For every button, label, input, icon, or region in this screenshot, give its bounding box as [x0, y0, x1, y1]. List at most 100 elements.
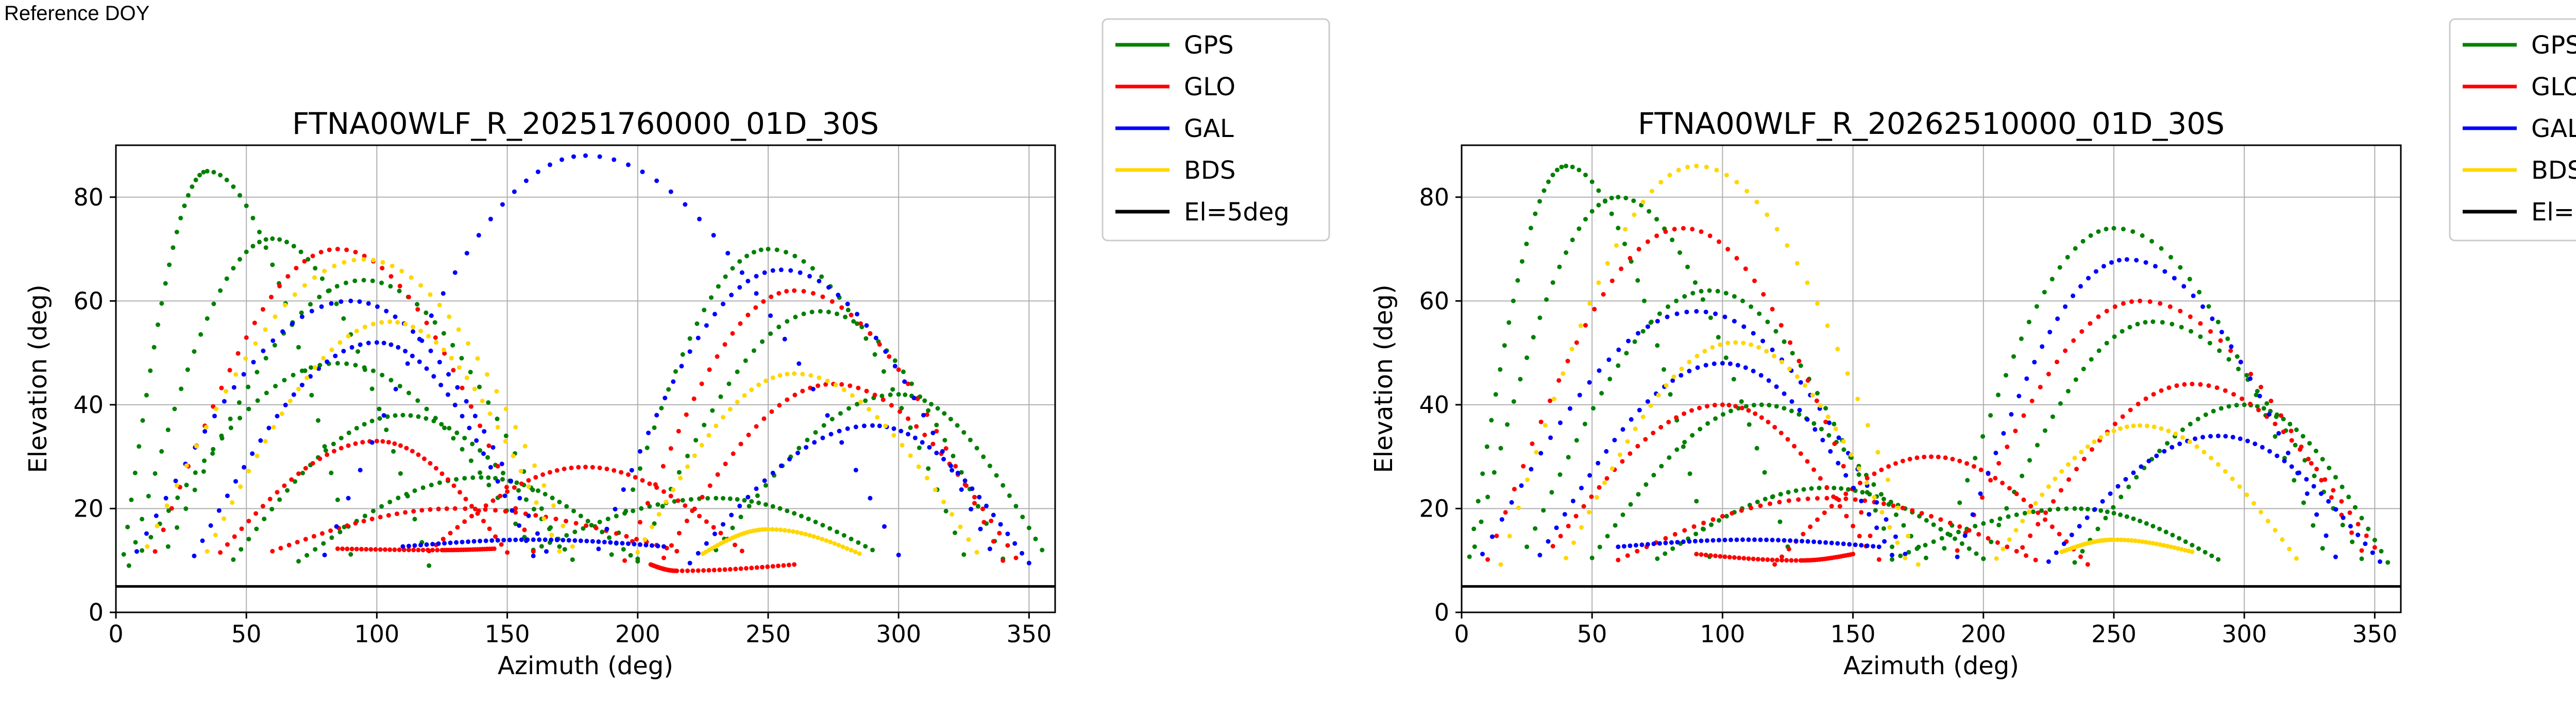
track-point: [1788, 538, 1793, 543]
track-point: [454, 540, 459, 545]
track-point: [192, 487, 197, 492]
track-point: [415, 302, 420, 307]
track-point: [236, 400, 242, 405]
track-point: [1013, 504, 1019, 509]
track-point: [883, 423, 888, 428]
track-point: [1746, 537, 1751, 542]
track-point: [1743, 365, 1748, 370]
track-point: [1950, 456, 1955, 461]
track-point: [1797, 358, 1802, 364]
track-point: [1503, 510, 1508, 515]
track-point: [654, 485, 659, 490]
track-point: [778, 527, 783, 533]
track-point: [2026, 509, 2031, 515]
track-point: [2088, 321, 2093, 326]
track-point: [745, 279, 751, 284]
track-point: [1780, 554, 1784, 559]
track-point: [2258, 385, 2263, 390]
track-point: [1878, 492, 1884, 497]
track-point: [1801, 532, 1806, 537]
track-point: [397, 283, 402, 288]
track-point: [1722, 538, 1727, 542]
track-point: [1823, 406, 1828, 411]
track-point: [335, 247, 340, 252]
track-point: [1631, 198, 1636, 203]
track-point: [1758, 503, 1763, 508]
track-point: [469, 513, 474, 519]
track-point: [733, 567, 738, 572]
track-point: [1886, 464, 1891, 469]
track-point: [415, 307, 420, 312]
track-point: [437, 302, 442, 307]
track-point: [560, 157, 564, 162]
track-point: [439, 422, 444, 427]
track-point: [820, 537, 825, 542]
track-point: [368, 547, 374, 552]
track-point: [846, 406, 851, 411]
track-point: [1574, 438, 1579, 443]
track-point: [468, 458, 473, 464]
track-point: [2043, 517, 2047, 522]
track-point: [958, 524, 963, 529]
track-point: [2077, 524, 2082, 529]
track-point: [676, 470, 682, 475]
track-point: [298, 249, 303, 254]
track-point: [1601, 292, 1606, 297]
track-point: [1657, 311, 1662, 316]
track-point: [362, 422, 367, 427]
track-point: [329, 301, 334, 306]
track-point: [1746, 556, 1751, 561]
track-point: [621, 547, 626, 552]
track-point: [2312, 473, 2317, 478]
track-point: [2248, 401, 2253, 406]
track-point: [346, 443, 351, 448]
track-point: [1733, 404, 1738, 409]
track-point: [687, 349, 692, 354]
track-point: [1620, 512, 1625, 517]
track-point: [2314, 512, 2319, 517]
track-point: [835, 529, 839, 535]
track-point: [1893, 534, 1898, 539]
track-point: [1026, 560, 1031, 565]
track-point: [335, 498, 340, 502]
track-point: [668, 446, 673, 451]
track-point: [654, 413, 659, 418]
track-point: [2174, 383, 2179, 388]
track-point: [1519, 483, 1524, 488]
track-point: [362, 365, 367, 370]
track-point: [486, 483, 492, 488]
track-point: [792, 288, 797, 293]
track-point: [337, 340, 343, 345]
track-point: [2216, 433, 2221, 438]
track-point: [786, 562, 791, 568]
track-point: [2104, 340, 2109, 346]
legend-item: El=5deg: [1115, 198, 1290, 227]
track-point: [466, 341, 471, 346]
track-point: [1616, 195, 1621, 200]
track-point: [1876, 557, 1882, 562]
track-point: [2022, 510, 2027, 516]
track-point: [561, 523, 566, 528]
track-point: [763, 502, 768, 507]
track-point: [716, 284, 721, 289]
track-point: [1741, 324, 1747, 329]
track-point: [2140, 539, 2145, 544]
track-point: [392, 547, 397, 552]
chart-title: FTNA00WLF_R_20251760000_01D_30S: [292, 106, 879, 141]
track-point: [1557, 472, 1563, 477]
track-point: [792, 371, 797, 376]
track-point: [697, 216, 702, 221]
track-point: [332, 263, 337, 268]
track-point: [1480, 471, 1485, 476]
track-point: [1727, 555, 1732, 560]
track-point: [2182, 382, 2187, 387]
track-point: [357, 299, 362, 304]
track-point: [1494, 534, 1499, 538]
track-point: [411, 509, 416, 514]
track-point: [2138, 519, 2143, 524]
track-point: [1701, 520, 1706, 525]
track-point: [2216, 319, 2221, 324]
track-point: [826, 310, 831, 315]
track-point: [526, 478, 531, 483]
track-point: [1764, 537, 1769, 542]
